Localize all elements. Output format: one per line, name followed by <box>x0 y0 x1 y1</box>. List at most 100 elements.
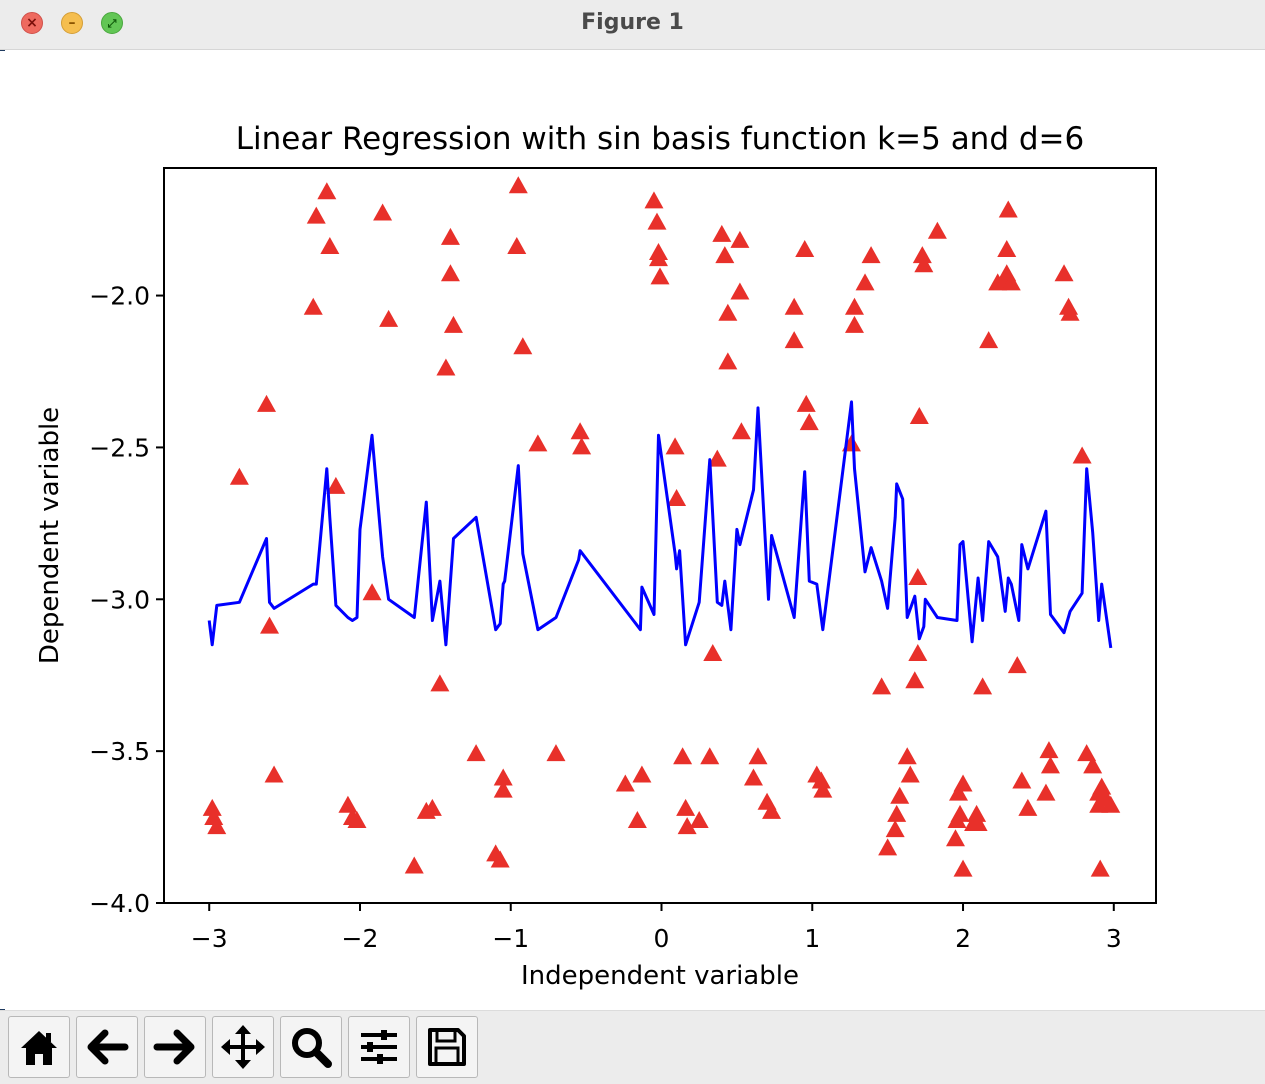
scatter-point <box>677 817 697 835</box>
scatter-point <box>878 838 898 856</box>
scatter-point <box>908 643 928 661</box>
scatter-point <box>861 246 881 264</box>
scatter-point <box>615 774 635 792</box>
scatter-point <box>264 765 284 783</box>
home-button[interactable] <box>8 1016 70 1078</box>
configure-subplots-button[interactable] <box>348 1016 410 1078</box>
scatter-point <box>379 309 399 327</box>
scatter-point <box>689 810 709 828</box>
close-icon: × <box>26 15 38 31</box>
scatter-point <box>748 747 768 765</box>
scatter-point <box>730 282 750 300</box>
sliders-icon <box>361 1030 397 1064</box>
scatter-point <box>730 230 750 248</box>
scatter-point <box>914 255 934 273</box>
window-title: Figure 1 <box>581 10 684 35</box>
scatter-point <box>1060 303 1080 321</box>
scatter-point <box>546 744 566 762</box>
scatter-point <box>436 358 456 376</box>
x-tick-label: −1 <box>492 924 529 953</box>
scatter-point <box>796 394 816 412</box>
scatter-point <box>731 422 751 440</box>
scatter-point <box>430 674 450 692</box>
zoom-button[interactable] <box>280 1016 342 1078</box>
forward-button[interactable] <box>144 1016 206 1078</box>
scatter-point <box>1007 656 1027 674</box>
y-tick-label: −2.5 <box>89 433 150 462</box>
back-button[interactable] <box>76 1016 138 1078</box>
scatter-point <box>627 810 647 828</box>
scatter-point <box>1072 446 1092 464</box>
minimize-window-button[interactable]: – <box>61 12 83 34</box>
scatter-point <box>326 476 346 494</box>
scatter-point <box>493 768 513 786</box>
navigation-toolbar <box>0 1010 1265 1084</box>
scatter-point <box>303 297 323 315</box>
scatter-point <box>650 267 670 285</box>
minimize-icon: – <box>68 15 76 31</box>
scatter-point <box>202 798 222 816</box>
scatter-point <box>1040 756 1060 774</box>
scatter-point <box>912 246 932 264</box>
scatter-point <box>700 747 720 765</box>
scatter-point <box>260 616 280 634</box>
scatter-point <box>513 337 533 355</box>
scatter-point <box>967 804 987 822</box>
chart-title: Linear Regression with sin basis functio… <box>236 121 1085 157</box>
scatter-point <box>1039 741 1059 759</box>
scatter-point <box>718 352 738 370</box>
scatter-point <box>715 246 735 264</box>
scatter-point <box>909 407 929 425</box>
y-axis-label: Dependent variable <box>35 407 65 664</box>
scatter-point <box>466 744 486 762</box>
scatter-point <box>347 810 367 828</box>
scatter-point <box>945 829 965 847</box>
scatter-point <box>998 200 1018 218</box>
scatter-point <box>703 643 723 661</box>
scatter-point <box>1101 795 1121 813</box>
fullscreen-icon: ⤢ <box>107 16 117 30</box>
scatter-point <box>528 434 548 452</box>
move-icon <box>221 1025 265 1069</box>
save-button[interactable] <box>416 1016 478 1078</box>
floppy-disk-icon <box>428 1028 466 1066</box>
scatter-point <box>718 303 738 321</box>
scatter-point <box>422 798 442 816</box>
scatter-point <box>490 850 510 868</box>
scatter-point <box>1018 798 1038 816</box>
scatter-point <box>890 786 910 804</box>
arrow-left-icon <box>87 1029 129 1065</box>
scatter-point <box>950 804 970 822</box>
window-titlebar: × – ⤢ Figure 1 <box>0 0 1265 50</box>
scatter-point <box>979 331 999 349</box>
scatter-point <box>855 273 875 291</box>
figure-canvas[interactable]: Linear Regression with sin basis functio… <box>0 51 1265 1009</box>
x-tick-label: 2 <box>955 924 971 953</box>
scatter-point <box>927 221 947 239</box>
scatter-point <box>440 227 460 245</box>
scatter-point <box>743 768 763 786</box>
scatter-point <box>813 780 833 798</box>
scatter-point <box>1090 859 1110 877</box>
pan-button[interactable] <box>212 1016 274 1078</box>
scatter-point <box>647 212 667 230</box>
x-tick-label: −2 <box>342 924 379 953</box>
scatter-point <box>949 783 969 801</box>
scatter-point <box>885 820 905 838</box>
y-tick-label: −3.5 <box>89 737 150 766</box>
scatter-point <box>665 437 685 455</box>
scatter-point <box>493 780 513 798</box>
close-window-button[interactable]: × <box>21 12 43 34</box>
scatter-point <box>908 568 928 586</box>
scatter-point <box>900 765 920 783</box>
y-tick-label: −4.0 <box>89 889 150 918</box>
home-icon <box>21 1031 57 1065</box>
zoom-window-button[interactable]: ⤢ <box>101 12 123 34</box>
scatter-point <box>1012 771 1032 789</box>
scatter-point <box>257 394 277 412</box>
scatter-point <box>973 677 993 695</box>
scatter-point <box>887 804 907 822</box>
scatter-point <box>673 747 693 765</box>
x-tick-label: 3 <box>1106 924 1122 953</box>
scatter-point <box>317 182 337 200</box>
